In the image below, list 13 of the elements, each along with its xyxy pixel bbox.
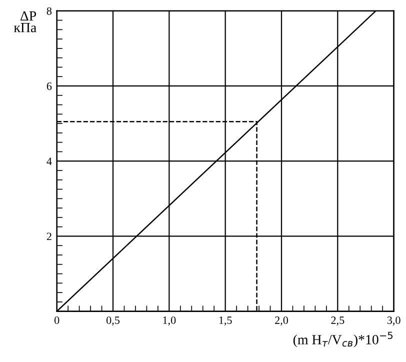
x-tick-label: 2,5 [331, 316, 344, 326]
x-tick-label: 3,0 [387, 316, 400, 326]
y-tick-label: 4 [46, 158, 52, 165]
x-tick-label: 0 [54, 316, 60, 324]
y-tick-label: 8 [46, 7, 52, 15]
x-axis-title: (m H$_{т}$/V$_{св}$)*10$^{−5}$ [293, 332, 393, 348]
x-tick-label: 1,5 [219, 316, 232, 326]
y-tick-label: 2 [46, 232, 52, 240]
x-tick-label: 1,0 [163, 316, 176, 326]
y-axis-title: ΔP кПа [14, 11, 36, 32]
x-tick-label: 0,5 [106, 316, 120, 326]
x-tick-label: 2,0 [275, 316, 288, 326]
y-tick-label: 6 [46, 82, 52, 90]
